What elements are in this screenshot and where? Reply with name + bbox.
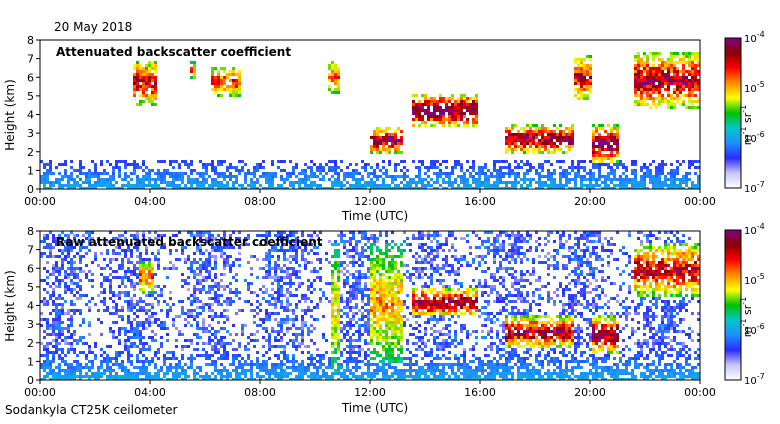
panel-title: Attenuated backscatter coefficient: [56, 45, 291, 59]
y-tick-label: 3: [27, 318, 34, 331]
colorbar-tick-label: 10-5: [744, 272, 765, 287]
x-tick-label: 08:00: [244, 386, 276, 399]
y-tick-label: 6: [27, 262, 34, 275]
colorbar-tick-label: 10-7: [744, 372, 765, 387]
y-tick-label: 4: [27, 300, 34, 313]
date-label: 20 May 2018: [54, 20, 132, 34]
y-tick-label: 3: [27, 127, 34, 140]
y-tick-label: 2: [27, 146, 34, 159]
y-tick-label: 6: [27, 71, 34, 84]
y-tick-label: 7: [27, 244, 34, 257]
panel-title: Raw attenuated backscatter coefficient: [56, 235, 323, 249]
y-tick-label: 8: [27, 34, 34, 47]
x-axis-label: Time (UTC): [341, 209, 408, 223]
colorbar-tick-label: 10-4: [744, 222, 765, 237]
y-tick-label: 1: [27, 164, 34, 177]
x-tick-label: 04:00: [134, 386, 166, 399]
colorbar-tick-label: 10-5: [744, 80, 765, 95]
x-tick-label: 04:00: [134, 195, 166, 208]
y-axis-label: Height (km): [3, 270, 17, 341]
footer-label: Sodankyla CT25K ceilometer: [5, 403, 177, 417]
colorbar: 10-410-510-610-7m-1 sr-1: [725, 30, 765, 195]
x-tick-label: 00:00: [24, 195, 56, 208]
colorbar: 10-410-510-610-7m-1 sr-1: [725, 222, 765, 387]
x-tick-label: 20:00: [574, 386, 606, 399]
x-tick-label: 00:00: [24, 386, 56, 399]
x-tick-label: 00:00: [684, 195, 716, 208]
y-tick-label: 8: [27, 225, 34, 238]
colorbar-tick-label: 10-4: [744, 30, 765, 45]
y-tick-label: 2: [27, 337, 34, 350]
x-tick-label: 00:00: [684, 386, 716, 399]
y-tick-label: 4: [27, 109, 34, 122]
x-tick-label: 08:00: [244, 195, 276, 208]
panel-attenuated-backscatter: Attenuated backscatter coefficient 01234…: [3, 30, 765, 223]
y-tick-label: 7: [27, 53, 34, 66]
colorbar-tick-label: 10-7: [744, 180, 765, 195]
x-tick-label: 16:00: [464, 386, 496, 399]
panel-raw-backscatter: Raw attenuated backscatter coefficient 0…: [3, 222, 765, 415]
y-tick-label: 5: [27, 281, 34, 294]
x-tick-label: 16:00: [464, 195, 496, 208]
x-axis-label: Time (UTC): [341, 401, 408, 415]
x-axis: 00:00 04:00 08:00 12:00 16:00 20:00 00:00: [24, 380, 716, 399]
x-axis: 00:00 04:00 08:00 12:00 16:00 20:00 00:00: [24, 189, 716, 208]
y-axis-label: Height (km): [3, 79, 17, 150]
x-tick-label: 12:00: [354, 386, 386, 399]
x-tick-label: 20:00: [574, 195, 606, 208]
colorbar-unit-label: m-1 sr-1: [739, 297, 754, 337]
x-tick-label: 12:00: [354, 195, 386, 208]
y-tick-label: 5: [27, 90, 34, 103]
colorbar-unit-label: m-1 sr-1: [739, 105, 754, 145]
y-tick-label: 1: [27, 355, 34, 368]
